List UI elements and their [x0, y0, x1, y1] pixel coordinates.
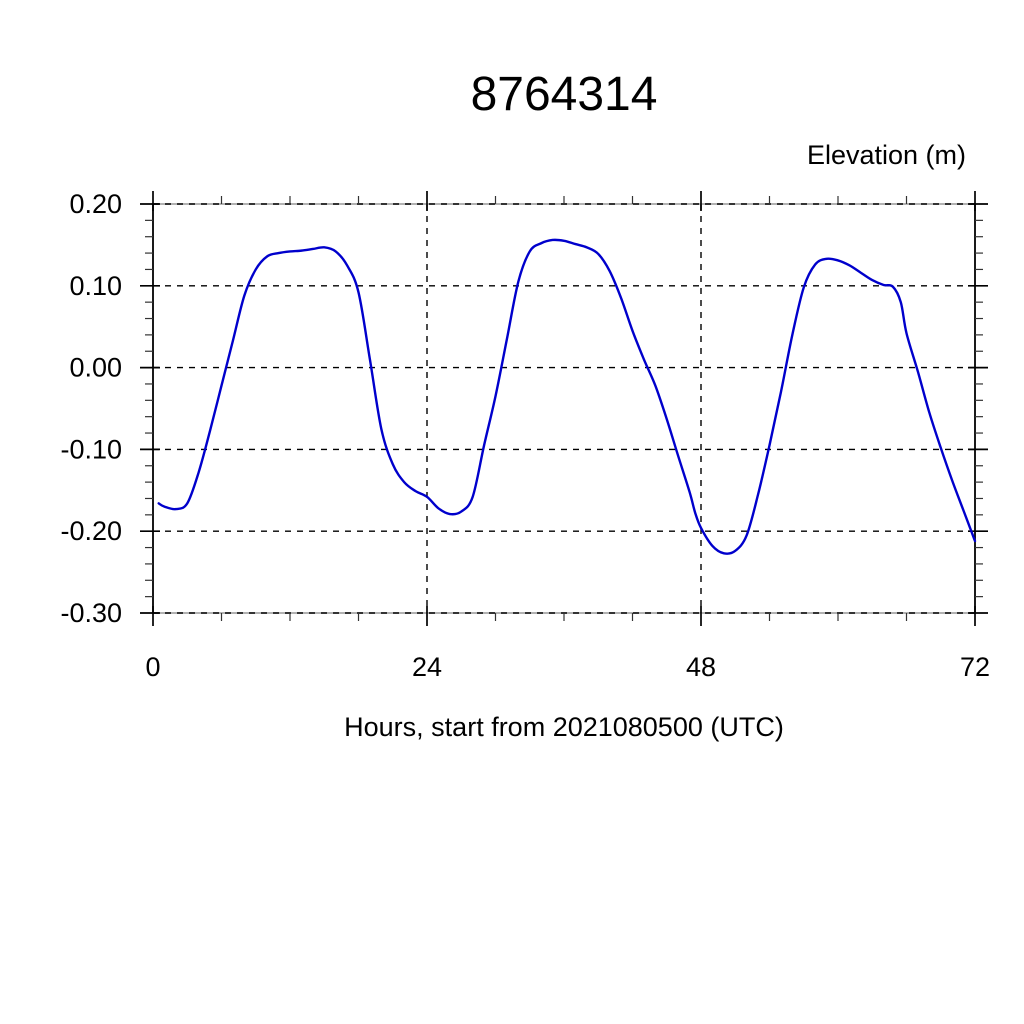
y-tick-label: 0.10 [69, 271, 122, 301]
elevation-line [157, 238, 977, 555]
grid-layer [153, 204, 975, 613]
x-tick-label: 72 [960, 652, 990, 682]
x-axis-title: Hours, start from 2021080500 (UTC) [344, 712, 784, 742]
y-tick-label: 0.00 [69, 353, 122, 383]
x-tick-label: 0 [145, 652, 160, 682]
x-tick-label: 24 [412, 652, 442, 682]
y-tick-label: -0.20 [60, 516, 122, 546]
curve-layer [157, 238, 977, 555]
tick-layer [140, 191, 988, 626]
x-tick-label: 48 [686, 652, 716, 682]
y-axis-title: Elevation (m) [807, 140, 966, 170]
chart-title: 8764314 [471, 68, 658, 121]
y-tick-label: 0.20 [69, 189, 122, 219]
y-tick-label: -0.30 [60, 598, 122, 628]
y-tick-label: -0.10 [60, 434, 122, 464]
tick-label-layer: 0 24 48 72 0.20 0.10 0.00 -0.10 -0.20 -0.30 [60, 189, 990, 682]
